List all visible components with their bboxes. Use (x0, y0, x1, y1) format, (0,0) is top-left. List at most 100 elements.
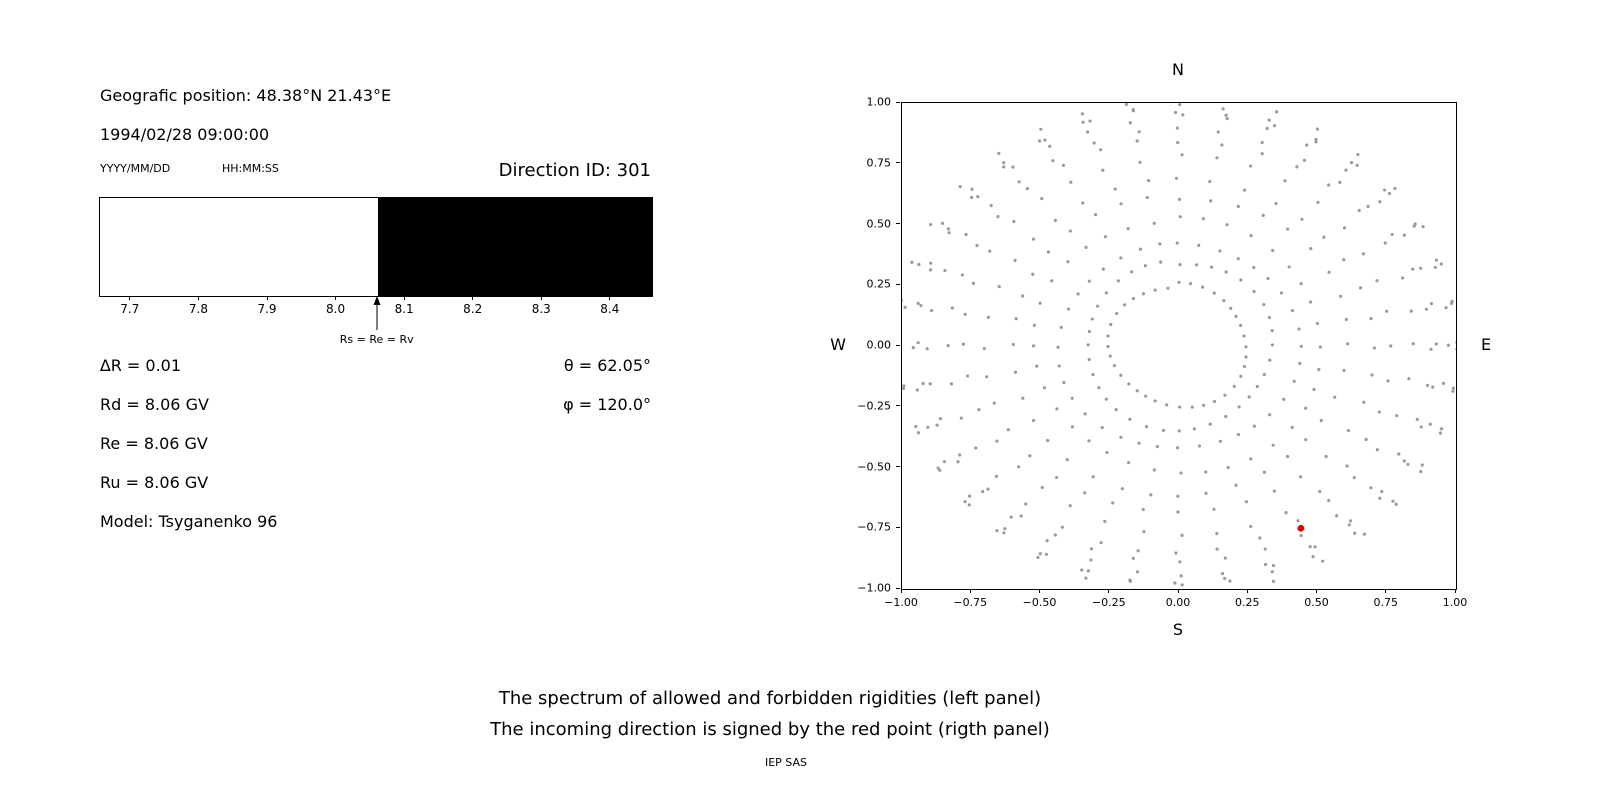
y-tick-mark (896, 101, 900, 103)
grid-dot (916, 431, 921, 435)
grid-dot (995, 529, 999, 533)
grid-dot (1305, 143, 1309, 147)
grid-dot (1434, 342, 1438, 346)
grid-dot (1304, 406, 1308, 410)
grid-dot (1311, 555, 1315, 559)
grid-dot (1342, 368, 1346, 373)
grid-dot (1271, 563, 1276, 568)
grid-dot (1298, 361, 1302, 365)
grid-dot (1178, 405, 1182, 409)
grid-dot (1383, 241, 1387, 245)
grid-dot (1239, 323, 1243, 328)
x-tick-label: 0.25 (1235, 596, 1260, 609)
grid-dot (1087, 329, 1091, 334)
grid-dot (1225, 116, 1229, 121)
date-format-label: YYYY/MM/DD (100, 162, 171, 175)
grid-dot (1190, 405, 1194, 409)
grid-dot (1236, 257, 1240, 261)
grid-dot (1261, 213, 1265, 217)
grid-dot (963, 500, 967, 504)
grid-dot (1353, 531, 1357, 535)
grid-dot (1319, 418, 1323, 423)
grid-dot (946, 343, 950, 348)
grid-dot (1385, 309, 1389, 313)
grid-dot (1081, 201, 1085, 205)
grid-dot (1177, 280, 1181, 284)
grid-dot (1100, 425, 1104, 430)
grid-dot (1415, 417, 1419, 421)
grid-dot (1031, 272, 1035, 276)
grid-dot (1174, 551, 1178, 555)
grid-dot (1017, 465, 1021, 469)
grid-dot (1339, 294, 1343, 298)
grid-dot (926, 425, 930, 429)
grid-dot (1375, 279, 1379, 283)
grid-dot (929, 308, 934, 313)
grid-dot (935, 423, 939, 427)
grid-dot (963, 312, 967, 316)
grid-dot (1101, 267, 1105, 271)
grid-dot (1002, 161, 1006, 165)
grid-dot (1258, 536, 1262, 540)
grid-dot (1290, 425, 1294, 429)
grid-dot (1212, 291, 1216, 295)
grid-dot (1333, 395, 1337, 399)
grid-dot (1175, 446, 1180, 450)
grid-dot (1357, 208, 1361, 213)
compass-east-label: E (1480, 335, 1492, 354)
grid-dot (1369, 317, 1373, 321)
grid-dot (917, 262, 921, 267)
grid-dot (1152, 221, 1156, 225)
grid-dot (1302, 158, 1306, 162)
grid-dot (1122, 303, 1127, 307)
grid-dot (1394, 502, 1398, 506)
grid-dot (1036, 555, 1040, 560)
compass-north-label: N (1172, 60, 1184, 79)
grid-dot (1389, 344, 1393, 348)
grid-dot (1234, 483, 1238, 487)
grid-dot (1093, 213, 1098, 217)
grid-dot (1120, 487, 1124, 491)
grid-dot (1393, 186, 1397, 191)
spectrum-tick-mark (609, 296, 611, 300)
grid-dot (1132, 588, 1135, 589)
grid-dot (1126, 226, 1130, 231)
grid-dot (1386, 379, 1390, 383)
grid-dot (1099, 148, 1103, 152)
grid-dot (1045, 539, 1049, 543)
grid-dot (1455, 347, 1456, 351)
param-phi: φ = 120.0° (563, 395, 651, 414)
grid-dot (1158, 242, 1162, 246)
grid-dot (1165, 403, 1169, 407)
grid-dot (1099, 541, 1103, 545)
grid-dot (1342, 226, 1347, 230)
grid-dot (1425, 383, 1430, 387)
grid-dot (1153, 288, 1157, 292)
grid-dot (1087, 358, 1091, 362)
grid-dot (1315, 321, 1320, 326)
grid-dot (1255, 384, 1259, 389)
grid-dot (1201, 285, 1205, 289)
grid-dot (1128, 579, 1133, 583)
grid-dot (1262, 372, 1266, 377)
grid-dot (1039, 127, 1043, 131)
grid-dot (1265, 126, 1269, 131)
grid-dot (1270, 329, 1274, 333)
grid-dot (1040, 197, 1044, 201)
grid-dot (1369, 486, 1373, 490)
spectrum-tick-label: 8.0 (326, 302, 346, 316)
grid-dot (1439, 262, 1443, 266)
grid-dot (977, 408, 981, 412)
y-tick-label: −1.00 (857, 581, 891, 595)
grid-dot (1145, 195, 1149, 200)
grid-dot (1327, 270, 1331, 274)
grid-dot (1104, 291, 1108, 295)
grid-dot (1119, 202, 1123, 206)
grid-dot (1101, 168, 1105, 172)
grid-dot (1262, 470, 1266, 474)
grid-dot (1069, 180, 1073, 184)
grid-dot (1216, 130, 1220, 134)
grid-dot (1119, 373, 1123, 377)
grid-dot (938, 468, 942, 472)
